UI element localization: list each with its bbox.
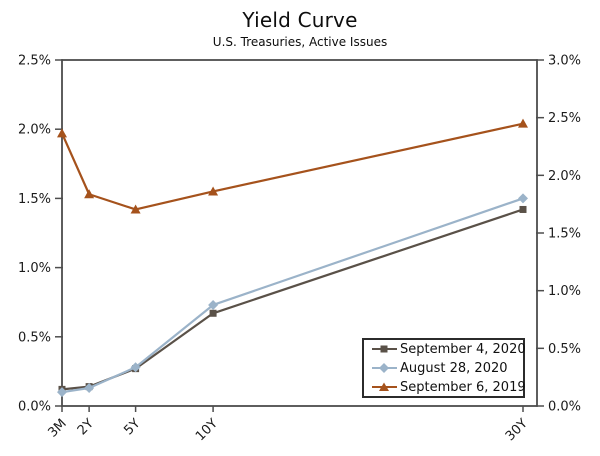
square-marker-icon — [372, 345, 397, 353]
y-right-tick-label: 2.0% — [548, 169, 581, 184]
data-point-august-28-2020-5Y — [130, 362, 141, 373]
data-point-september-4-2020-30Y — [519, 205, 527, 213]
legend-item-september-4-2020: September 4, 2020 — [371, 340, 526, 358]
data-point-august-28-2020-2Y — [84, 383, 95, 394]
diamond-marker-shape — [379, 363, 389, 373]
x-tick-label: 5Y — [121, 416, 143, 438]
legend: September 4, 2020 August 28, 2020 Septem… — [362, 338, 526, 398]
y-left-tick-label: 2.5% — [18, 54, 51, 69]
data-point-september-6-2019-30Y — [518, 118, 528, 128]
y-left-tick-label: 0.5% — [18, 330, 51, 345]
data-point-september-6-2019-10Y — [208, 186, 219, 196]
y-left-tick-label: 2.0% — [18, 123, 51, 138]
triangle-marker-shape — [379, 382, 389, 391]
legend-label: August 28, 2020 — [400, 360, 508, 376]
y-left-tick-label: 1.0% — [18, 261, 51, 276]
legend-label: September 4, 2020 — [400, 341, 526, 357]
y-right-tick-label: 2.5% — [548, 111, 581, 126]
series-line-september-6-2019 — [60, 122, 524, 211]
x-tick-label: 3M — [45, 416, 69, 440]
x-tick-label: 2Y — [75, 416, 97, 438]
data-point-august-28-2020-30Y — [518, 193, 528, 204]
chart-title: Yield Curve — [242, 8, 358, 32]
y-right-tick-label: 3.0% — [548, 54, 581, 69]
data-point-august-28-2020-10Y — [208, 299, 219, 310]
data-point-september-6-2019-2Y — [84, 189, 95, 199]
diamond-marker-icon — [372, 363, 397, 373]
legend-label: September 6, 2019 — [400, 379, 526, 395]
legend-item-august-28-2020: August 28, 2020 — [371, 359, 523, 377]
y-right-tick-label: 0.5% — [548, 342, 581, 357]
triangle-marker-icon — [372, 382, 397, 391]
x-tick-label: 10Y — [193, 416, 221, 444]
y-left-tick-label: 1.5% — [18, 192, 51, 207]
y-right-tick-label: 0.0% — [548, 400, 581, 415]
data-point-september-6-2019-3M — [57, 128, 67, 138]
square-marker-shape — [380, 345, 388, 353]
data-point-september-4-2020-10Y — [209, 309, 217, 317]
data-point-august-28-2020-3M — [57, 387, 67, 398]
y-right-tick-label: 1.5% — [548, 227, 581, 242]
data-point-september-6-2019-5Y — [130, 204, 141, 214]
legend-item-september-6-2019: September 6, 2019 — [371, 378, 526, 396]
chart-subtitle: U.S. Treasuries, Active Issues — [212, 35, 388, 49]
x-tick-label: 30Y — [503, 416, 531, 444]
y-left-tick-label: 0.0% — [18, 400, 51, 415]
y-right-tick-label: 1.0% — [548, 284, 581, 299]
